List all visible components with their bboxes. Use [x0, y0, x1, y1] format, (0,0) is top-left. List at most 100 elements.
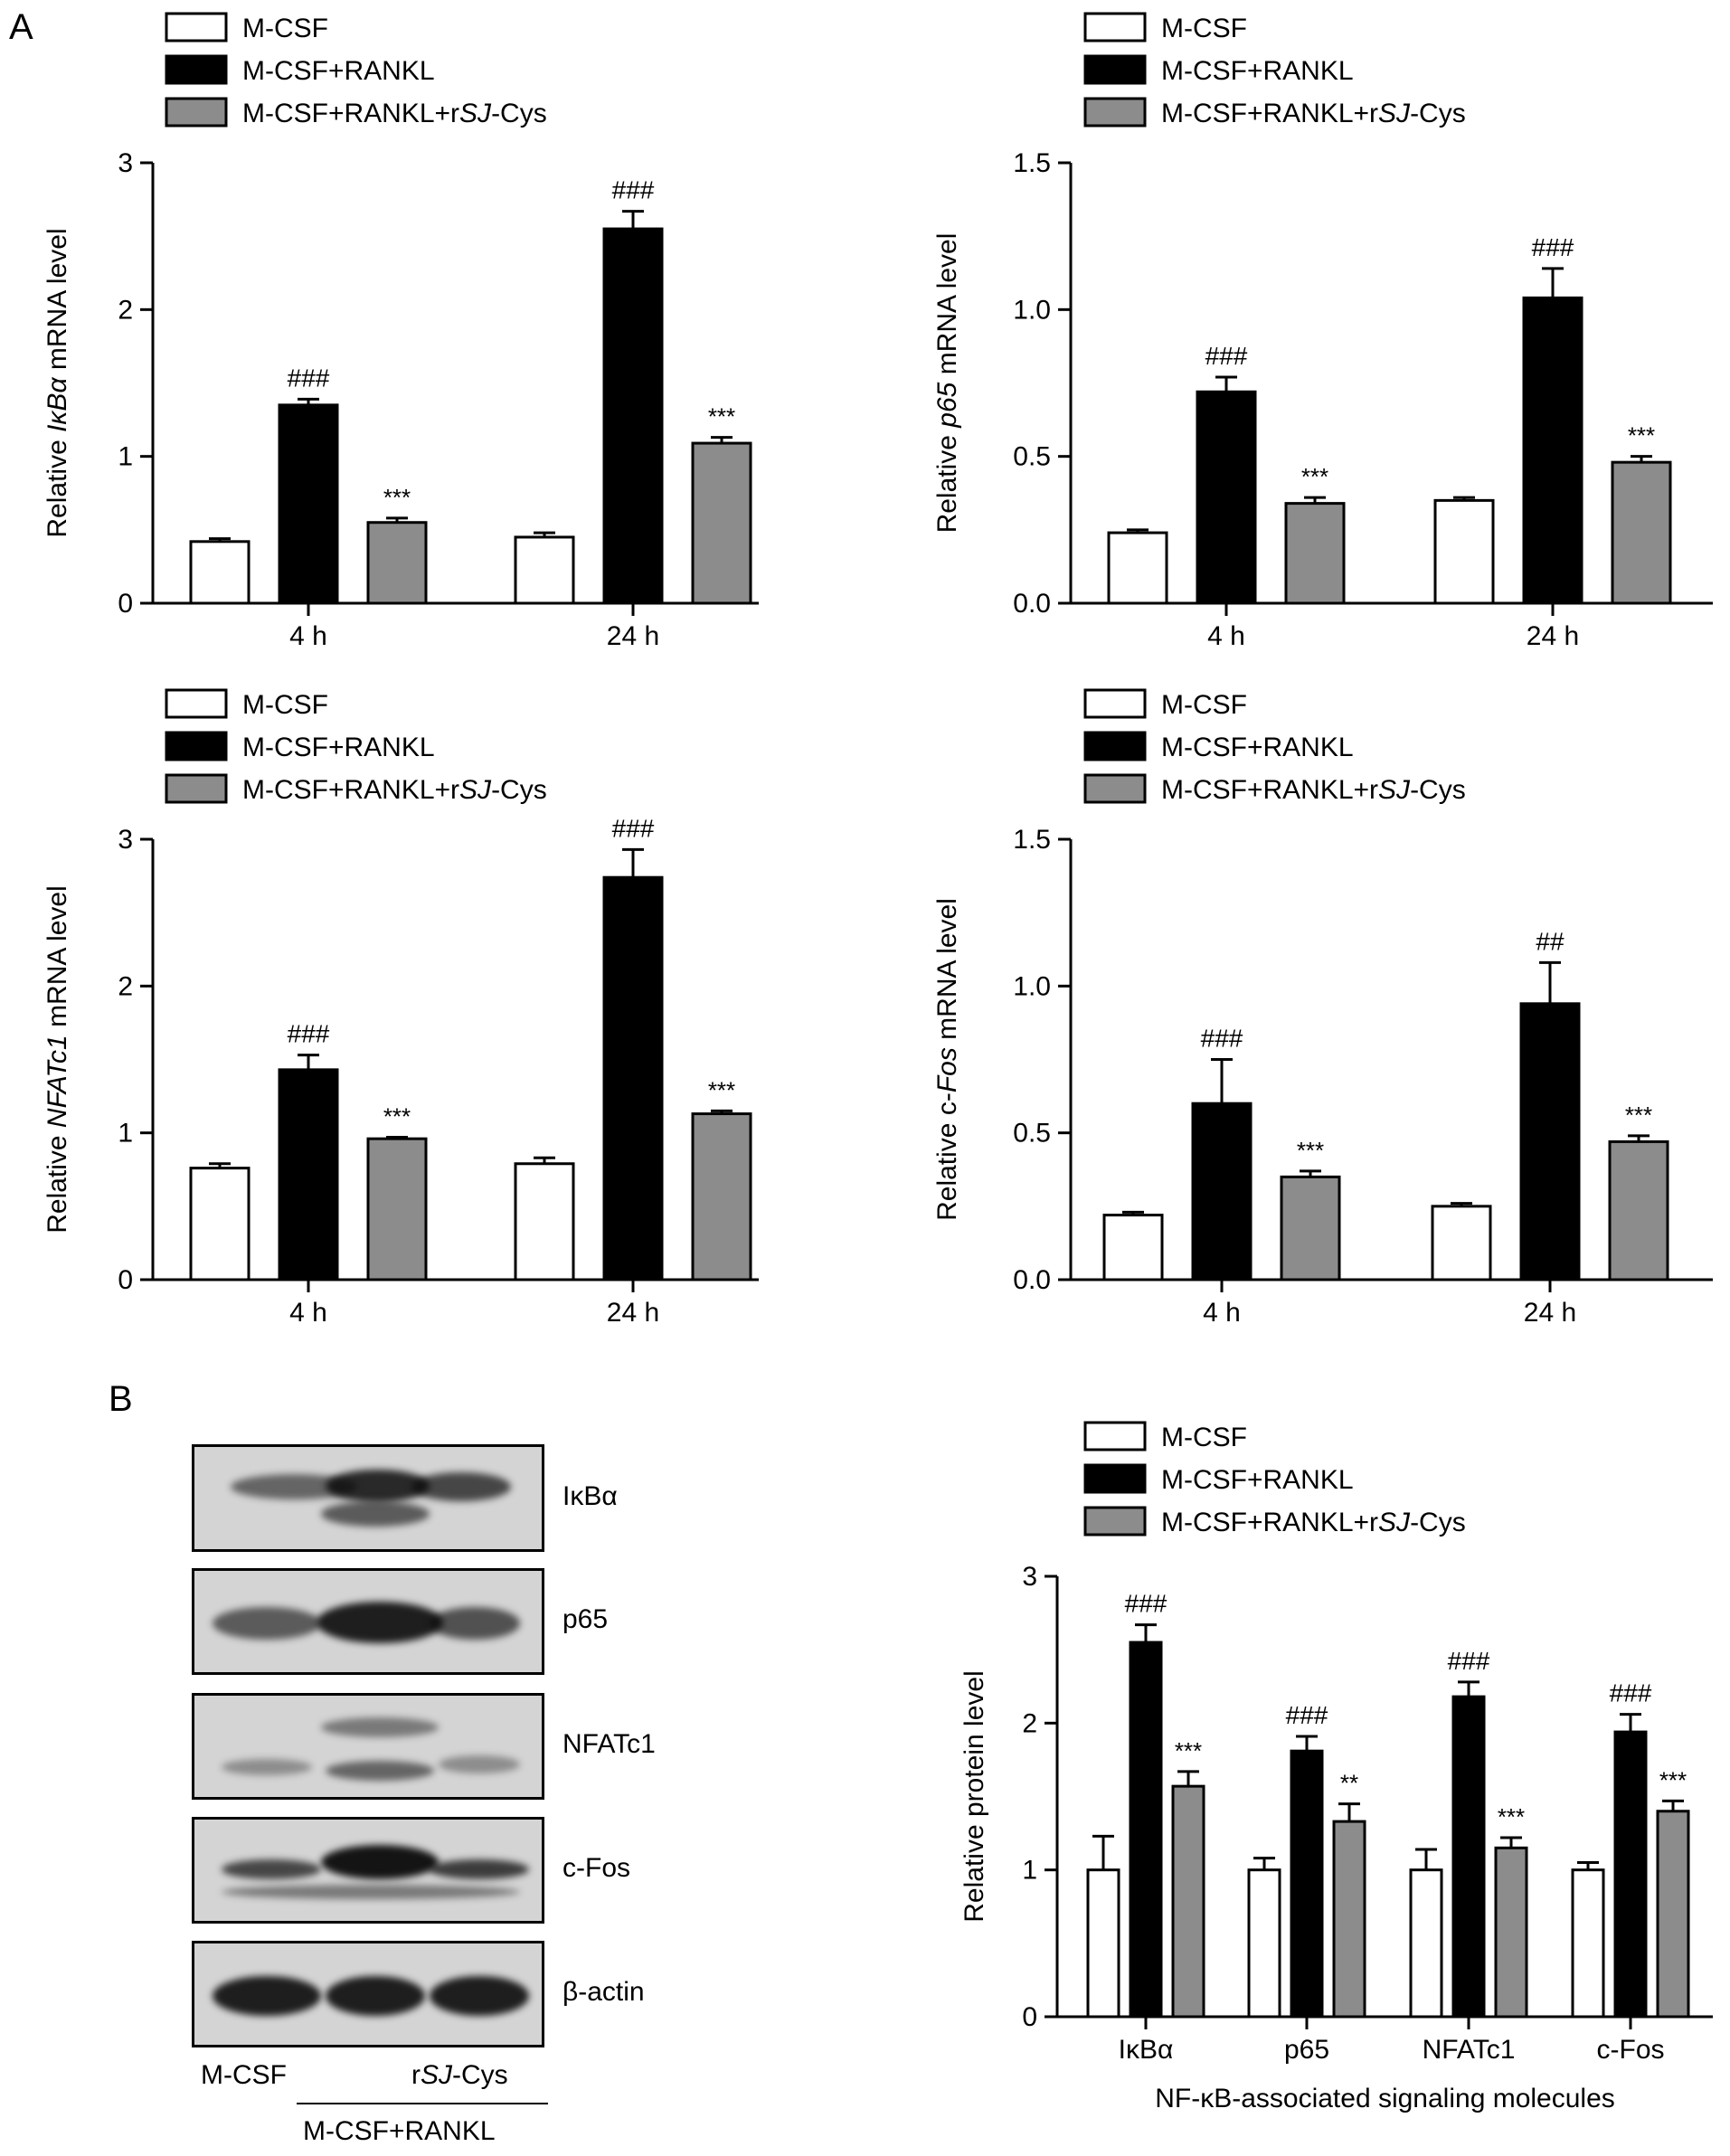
lane-label-rsj-cys: rSJ-Cys [411, 2060, 508, 2091]
y-axis-label: Relative c-Fos mRNA level [932, 898, 962, 1221]
legend-swatch [1083, 1421, 1147, 1452]
blot-band [222, 1759, 312, 1775]
x-tick-label: 24 h [607, 621, 659, 651]
legend-label-part: M-CSF [242, 14, 328, 43]
x-tick-label: c-Fos [1597, 2035, 1665, 2065]
significance-label: ### [612, 814, 655, 842]
bar [691, 1112, 752, 1281]
legend-swatch [165, 688, 228, 719]
blot-band [326, 1761, 434, 1781]
y-tick-label: 3 [118, 148, 133, 178]
blot-band [430, 1607, 520, 1640]
significance-label: ## [1536, 927, 1565, 955]
y-axis-label-part: IκBα [43, 377, 72, 432]
blot-strip [192, 1444, 544, 1552]
y-axis-label-part: Fos [932, 1047, 962, 1092]
x-tick-label: 4 h [289, 621, 327, 651]
legend: M-CSF M-CSF+RANKL M-CSF+RANKL+rSJ-Cys [1083, 12, 1466, 128]
legend-label-part: M-CSF+RANKL+r [1161, 99, 1378, 128]
y-tick-label: 1.0 [1013, 295, 1051, 325]
blot-band [321, 1845, 439, 1879]
legend-label: M-CSF+RANKL+rSJ-Cys [1161, 99, 1466, 128]
blot-band [326, 1976, 425, 2016]
bar [278, 403, 339, 605]
legend-label: M-CSF+RANKL [1161, 1465, 1354, 1495]
legend-label-part: SJ [1378, 1508, 1411, 1537]
legend-label-part: M-CSF [1161, 1423, 1247, 1452]
bar [278, 1068, 339, 1281]
blot-strip [192, 1941, 544, 2047]
legend-swatch [1083, 1463, 1147, 1494]
y-axis-label-part: Relative [932, 428, 962, 534]
legend-swatch [165, 54, 228, 85]
legend-label: M-CSF+RANKL+rSJ-Cys [242, 775, 547, 805]
y-tick-label: 3 [1022, 1562, 1037, 1592]
blot-band [222, 1859, 321, 1879]
bar [691, 441, 752, 605]
significance-label: ### [1448, 1647, 1490, 1675]
bar-chart: 0 1 2 3 ### *** 4 h ### *** 24 h Relative NFATc1 m… [43, 814, 759, 1328]
panel-label-b: B [109, 1379, 133, 1419]
blot-band [213, 1976, 321, 2016]
significance-label: *** [1659, 1766, 1687, 1793]
x-tick-label: 24 h [607, 1298, 659, 1328]
legend-label-part: M-CSF+RANKL [1161, 733, 1354, 762]
blot-band [321, 1501, 430, 1527]
y-axis-label-part: mRNA level [43, 228, 72, 377]
legend-swatch [165, 97, 228, 128]
legend-label-part: M-CSF+RANKL [242, 733, 435, 762]
significance-label: *** [1498, 1803, 1525, 1830]
x-tick-label: NFATc1 [1423, 2035, 1516, 2065]
legend-label: M-CSF [1161, 1423, 1247, 1452]
legend-swatch [1083, 12, 1147, 43]
y-axis-label-part: p65 [932, 382, 962, 428]
blot-strip [192, 1568, 544, 1675]
legend-label-part: -Cys [491, 775, 547, 805]
blot-strip [192, 1817, 544, 1924]
bar [366, 521, 428, 605]
blot-band [411, 1472, 511, 1501]
legend-label-part: -Cys [1410, 775, 1466, 805]
y-tick-label: 1.5 [1013, 148, 1051, 178]
legend-label: M-CSF+RANKL [1161, 733, 1354, 762]
group-label: M-CSF+RANKL [303, 2116, 496, 2146]
y-axis-label-part: mRNA level [43, 885, 72, 1035]
legend-label: M-CSF+RANKL+rSJ-Cys [1161, 775, 1466, 805]
blot-band [213, 1607, 321, 1640]
significance-label: ### [1201, 1025, 1243, 1053]
y-tick-label: 1 [118, 442, 133, 472]
bar [602, 227, 664, 605]
bar [1280, 1175, 1341, 1281]
legend-swatch [1083, 1506, 1147, 1537]
legend-label-part: M-CSF [1161, 690, 1247, 720]
significance-label: *** [383, 1103, 411, 1130]
y-tick-label: 0 [118, 1265, 133, 1295]
y-axis-label: Relative IκBα mRNA level [43, 228, 72, 537]
blot-protein-label: NFATc1 [562, 1729, 656, 1759]
y-axis-label: Relative p65 mRNA level [932, 233, 962, 534]
bar [1451, 1695, 1486, 2019]
legend: M-CSF M-CSF+RANKL M-CSF+RANKL+rSJ-Cys [1083, 1421, 1466, 1537]
y-axis-label: Relative protein level [960, 1670, 989, 1922]
legend-label-part: M-CSF+RANKL+r [242, 99, 459, 128]
y-tick-label: 0.5 [1013, 1119, 1051, 1149]
bar [514, 535, 575, 605]
bar [1409, 1868, 1443, 2019]
y-axis-label-part: Relative c- [932, 1092, 962, 1221]
y-tick-label: 2 [1022, 1708, 1037, 1738]
bar [1608, 1139, 1669, 1281]
legend-label: M-CSF [1161, 690, 1247, 720]
bar [1196, 390, 1257, 605]
legend-label-part: M-CSF [1161, 14, 1247, 43]
y-axis-label-part: Relative [43, 1128, 72, 1234]
blot-band [317, 1602, 443, 1643]
y-tick-label: 1 [1022, 1856, 1037, 1886]
bar [1433, 498, 1495, 605]
significance-label: *** [1301, 463, 1328, 490]
lane-label-part: SJ [421, 2060, 453, 2090]
legend-label: M-CSF [1161, 14, 1247, 43]
legend-label-part: M-CSF+RANKL+r [1161, 775, 1378, 805]
bar [1571, 1868, 1605, 2019]
blot-band [439, 1755, 520, 1773]
blot-band [321, 1717, 439, 1737]
